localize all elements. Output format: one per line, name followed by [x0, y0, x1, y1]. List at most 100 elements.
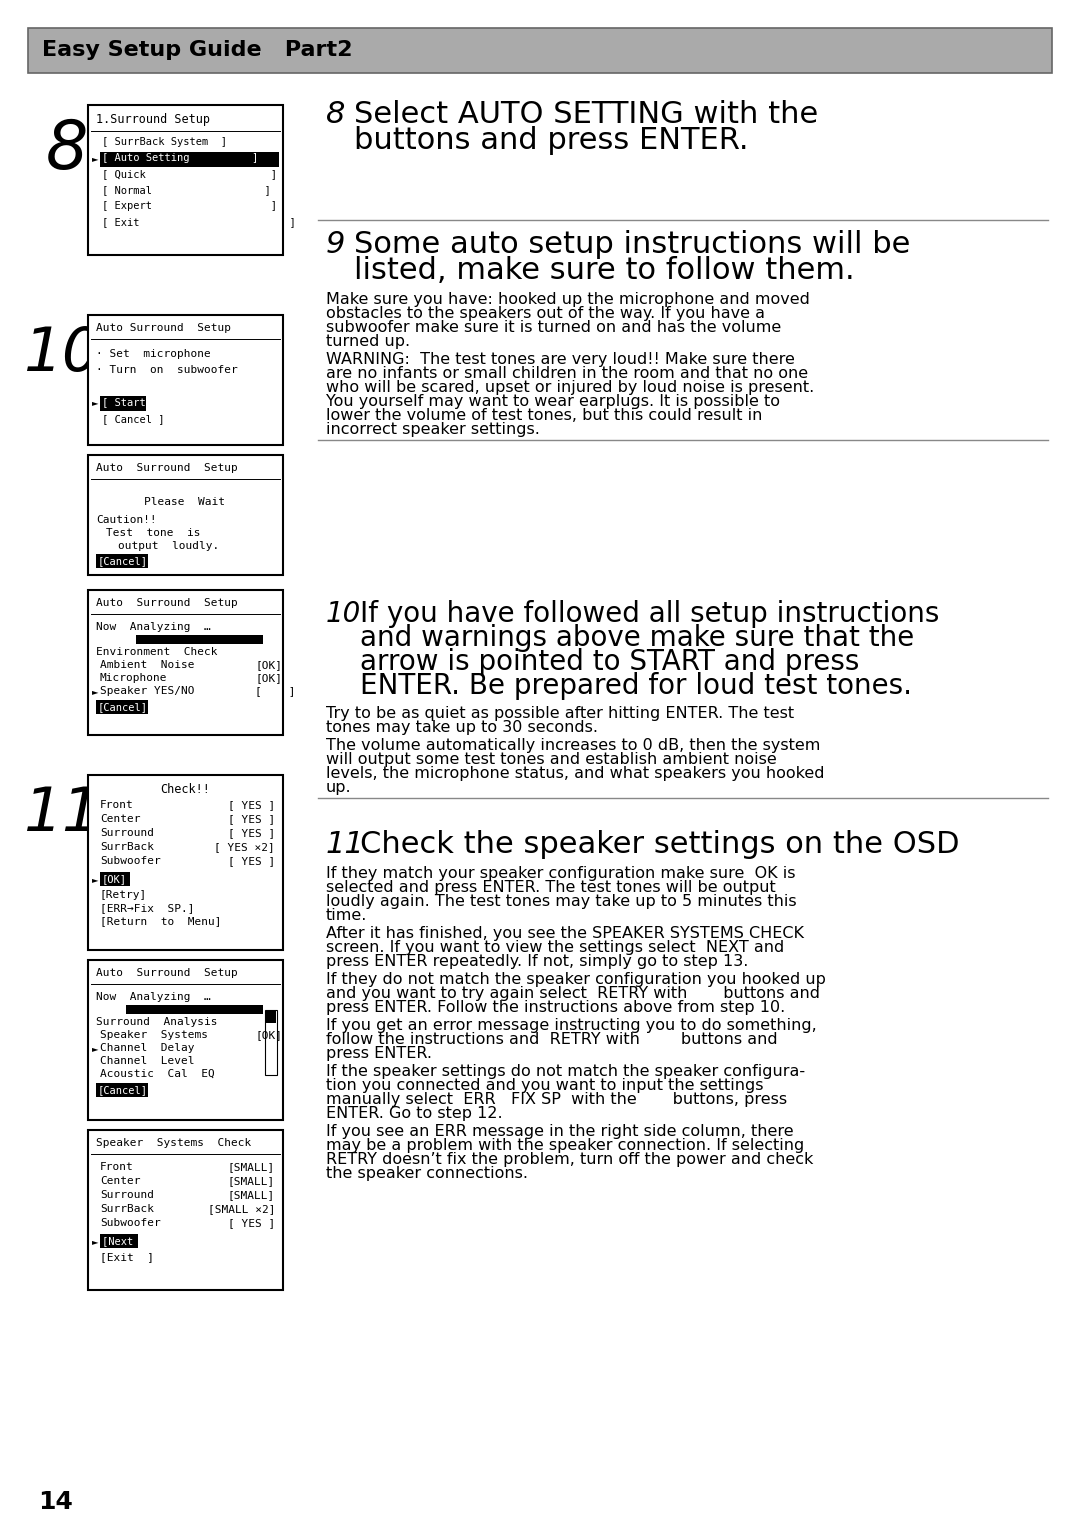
- Text: [Next ]: [Next ]: [102, 1236, 146, 1247]
- Text: 14: 14: [38, 1489, 72, 1514]
- Text: incorrect speaker settings.: incorrect speaker settings.: [326, 423, 540, 436]
- Text: time.: time.: [326, 908, 367, 923]
- Text: You yourself may want to wear earplugs. It is possible to: You yourself may want to wear earplugs. …: [326, 394, 780, 409]
- Bar: [118, 1006, 126, 1013]
- Text: SurrBack: SurrBack: [100, 842, 154, 852]
- Text: [Cancel]: [Cancel]: [98, 555, 148, 566]
- Text: Check!!: Check!!: [160, 783, 210, 797]
- Bar: [96, 554, 148, 568]
- Text: Some auto setup instructions will be: Some auto setup instructions will be: [354, 230, 910, 259]
- Text: [ Quick                    ]: [ Quick ]: [102, 169, 276, 179]
- Text: buttons and press ENTER.: buttons and press ENTER.: [354, 127, 748, 156]
- Text: [Return  to  Menu]: [Return to Menu]: [100, 916, 221, 926]
- Text: selected and press ENTER. The test tones will be output: selected and press ENTER. The test tones…: [326, 881, 775, 896]
- Text: If the speaker settings do not match the speaker configura-: If the speaker settings do not match the…: [326, 1064, 805, 1079]
- Text: tones may take up to 30 seconds.: tones may take up to 30 seconds.: [326, 720, 598, 736]
- Text: Speaker YES/NO: Speaker YES/NO: [100, 687, 194, 696]
- Text: Check the speaker settings on the OSD: Check the speaker settings on the OSD: [360, 830, 959, 859]
- Text: Speaker  Systems  Check: Speaker Systems Check: [96, 1138, 252, 1148]
- Text: [SMALL]: [SMALL]: [228, 1177, 275, 1186]
- Text: [ Cancel ]: [ Cancel ]: [102, 414, 164, 424]
- Text: [ Expert                   ]: [ Expert ]: [102, 201, 276, 211]
- Text: and you want to try again select  RETRY with       buttons and: and you want to try again select RETRY w…: [326, 986, 820, 1001]
- Text: subwoofer make sure it is turned on and has the volume: subwoofer make sure it is turned on and …: [326, 320, 781, 336]
- Text: 11: 11: [23, 784, 100, 844]
- Bar: [87, 314, 283, 446]
- Text: 9: 9: [326, 230, 346, 259]
- Text: loudly again. The test tones may take up to 5 minutes this: loudly again. The test tones may take up…: [326, 894, 797, 909]
- Bar: [129, 635, 264, 644]
- Text: Channel  Delay: Channel Delay: [100, 1042, 194, 1053]
- Text: WARNING:  The test tones are very loud!! Make sure there: WARNING: The test tones are very loud!! …: [326, 353, 795, 366]
- Text: Center: Center: [100, 813, 140, 824]
- Text: Front: Front: [100, 1161, 134, 1172]
- Text: Try to be as quiet as possible after hitting ENTER. The test: Try to be as quiet as possible after hit…: [326, 707, 794, 720]
- Text: Surround: Surround: [100, 829, 154, 838]
- Bar: [96, 700, 148, 714]
- Text: If they match your speaker configuration make sure  OK is: If they match your speaker configuration…: [326, 865, 796, 881]
- Text: · Turn  on  subwoofer: · Turn on subwoofer: [96, 365, 238, 375]
- Text: [ Start ]: [ Start ]: [102, 397, 159, 407]
- Text: [OK]: [OK]: [255, 661, 282, 670]
- Bar: [118, 1006, 264, 1013]
- Text: [Retry]: [Retry]: [100, 890, 147, 900]
- Text: ►: ►: [92, 1044, 98, 1053]
- Text: [ Auto Setting          ]: [ Auto Setting ]: [102, 153, 258, 163]
- Text: Auto  Surround  Setup: Auto Surround Setup: [96, 967, 238, 978]
- Text: [SMALL]: [SMALL]: [228, 1161, 275, 1172]
- Bar: [266, 1012, 276, 1022]
- Text: Environment  Check: Environment Check: [96, 647, 217, 658]
- Text: [    ]: [ ]: [255, 687, 296, 696]
- Text: ENTER. Go to step 12.: ENTER. Go to step 12.: [326, 1106, 502, 1122]
- Text: [ERR→Fix  SP.]: [ERR→Fix SP.]: [100, 903, 194, 913]
- Text: [OK]: [OK]: [102, 874, 127, 884]
- Bar: [87, 591, 283, 736]
- Text: [OK]: [OK]: [255, 673, 282, 684]
- Text: The volume automatically increases to 0 dB, then the system: The volume automatically increases to 0 …: [326, 739, 821, 752]
- Text: [ Exit                        ]: [ Exit ]: [102, 217, 296, 227]
- Text: Auto  Surround  Setup: Auto Surround Setup: [96, 598, 238, 607]
- Text: [SMALL ×2]: [SMALL ×2]: [207, 1204, 275, 1215]
- Text: Caution!!: Caution!!: [96, 514, 157, 525]
- Text: will output some test tones and establish ambient noise: will output some test tones and establis…: [326, 752, 777, 768]
- Text: lower the volume of test tones, but this could result in: lower the volume of test tones, but this…: [326, 407, 762, 423]
- Text: [ SurrBack System  ]: [ SurrBack System ]: [102, 137, 227, 146]
- Text: Surround  Analysis: Surround Analysis: [96, 1016, 217, 1027]
- Text: tion you connected and you want to input the settings: tion you connected and you want to input…: [326, 1077, 764, 1093]
- Text: listed, make sure to follow them.: listed, make sure to follow them.: [354, 256, 854, 285]
- Bar: [87, 775, 283, 951]
- Text: If you get an error message instructing you to do something,: If you get an error message instructing …: [326, 1018, 816, 1033]
- Text: manually select  ERR   FIX SP  with the       buttons, press: manually select ERR FIX SP with the butt…: [326, 1093, 787, 1106]
- Text: press ENTER.: press ENTER.: [326, 1045, 432, 1061]
- Bar: [87, 1129, 283, 1289]
- Text: 1.Surround Setup: 1.Surround Setup: [96, 113, 210, 127]
- Text: Channel  Level: Channel Level: [100, 1056, 194, 1067]
- Text: ►: ►: [92, 874, 98, 884]
- Text: are no infants or small children in the room and that no one: are no infants or small children in the …: [326, 366, 808, 382]
- Bar: [100, 397, 146, 410]
- Text: SurrBack: SurrBack: [100, 1204, 154, 1215]
- Text: [ YES ]: [ YES ]: [228, 829, 275, 838]
- Text: up.: up.: [326, 780, 352, 795]
- Text: Ambient  Noise: Ambient Noise: [100, 661, 194, 670]
- Bar: [100, 153, 279, 166]
- Text: may be a problem with the speaker connection. If selecting: may be a problem with the speaker connec…: [326, 1138, 805, 1154]
- Text: ►: ►: [92, 1238, 98, 1247]
- Text: Front: Front: [100, 800, 134, 810]
- Text: [ YES ]: [ YES ]: [228, 800, 275, 810]
- Text: 8: 8: [326, 101, 346, 130]
- Text: ►: ►: [92, 398, 98, 407]
- Text: levels, the microphone status, and what speakers you hooked: levels, the microphone status, and what …: [326, 766, 824, 781]
- Text: [Cancel]: [Cancel]: [98, 702, 148, 713]
- Text: follow the instructions and  RETRY with        buttons and: follow the instructions and RETRY with b…: [326, 1032, 778, 1047]
- Text: screen. If you want to view the settings select  NEXT and: screen. If you want to view the settings…: [326, 940, 784, 955]
- Text: who will be scared, upset or injured by loud noise is present.: who will be scared, upset or injured by …: [326, 380, 814, 395]
- Text: [OK]: [OK]: [255, 1030, 282, 1041]
- Text: Test  tone  is: Test tone is: [106, 528, 201, 539]
- Bar: [129, 635, 136, 644]
- Text: Acoustic  Cal  EQ: Acoustic Cal EQ: [100, 1070, 215, 1079]
- Text: [ YES ]: [ YES ]: [228, 813, 275, 824]
- Text: Speaker  Systems: Speaker Systems: [100, 1030, 208, 1041]
- Text: [SMALL]: [SMALL]: [228, 1190, 275, 1199]
- Text: If you see an ERR message in the right side column, there: If you see an ERR message in the right s…: [326, 1125, 794, 1138]
